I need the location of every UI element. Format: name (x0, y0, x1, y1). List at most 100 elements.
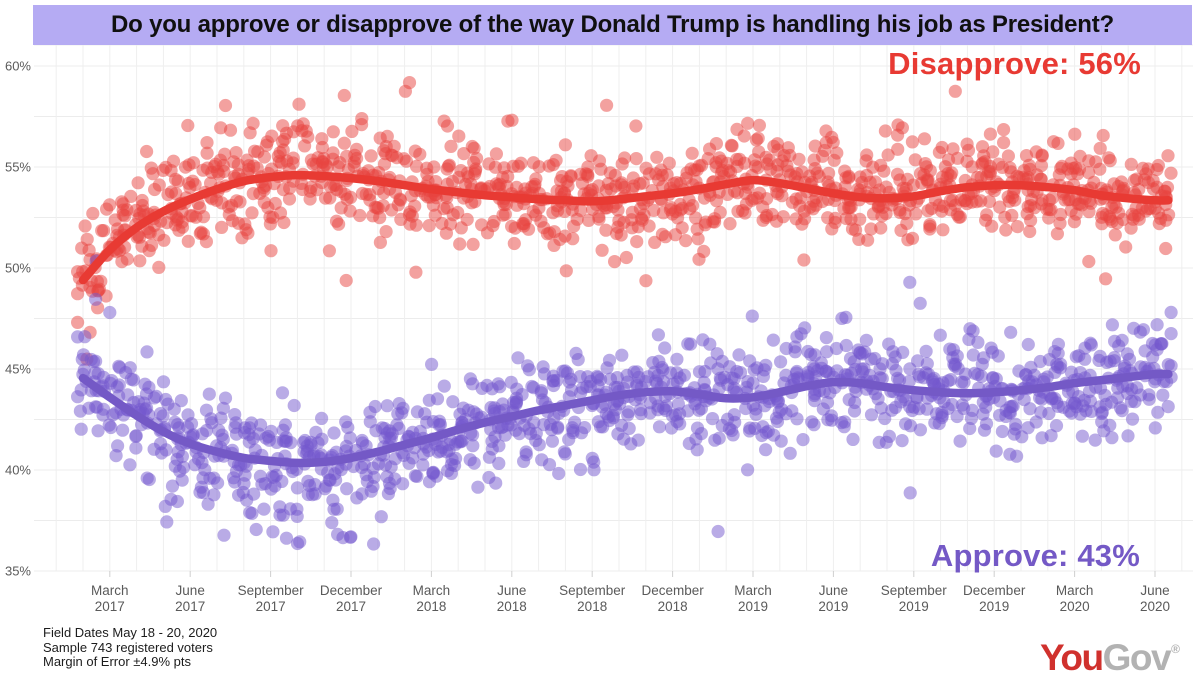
scatter-point (658, 341, 672, 355)
scatter-point (723, 217, 737, 231)
scatter-point (1075, 429, 1089, 443)
scatter-point (747, 153, 762, 167)
scatter-point (103, 376, 118, 390)
scatter-point (1054, 357, 1068, 371)
scatter-point (218, 98, 233, 113)
scatter-point (1156, 388, 1170, 402)
scatter-point (946, 142, 960, 156)
scatter-point (1001, 149, 1016, 163)
scatter-point (1004, 325, 1018, 339)
scatter-point (908, 153, 922, 167)
scatter-point (864, 222, 878, 236)
x-axis-label-year: 2018 (416, 599, 446, 614)
scatter-point (408, 469, 422, 483)
scatter-point (774, 434, 788, 448)
scatter-point (96, 408, 110, 422)
scatter-point (804, 347, 818, 361)
scatter-point (489, 476, 503, 490)
scatter-point (406, 451, 420, 465)
scatter-point (1164, 305, 1178, 319)
scatter-point (332, 217, 346, 231)
scatter-point (308, 487, 322, 501)
scatter-point (343, 530, 357, 544)
scatter-point (650, 150, 664, 164)
x-axis-label-month: June (819, 583, 848, 598)
scatter-point (366, 479, 380, 494)
scatter-point (709, 137, 724, 151)
scatter-point (756, 420, 770, 434)
x-axis-label-month: June (1140, 583, 1169, 598)
scatter-point (186, 156, 201, 170)
scatter-point (275, 474, 289, 488)
scatter-point (133, 254, 147, 268)
scatter-point (909, 207, 923, 221)
scatter-point (384, 460, 398, 474)
scatter-point (212, 423, 226, 437)
scatter-point (864, 408, 879, 422)
scatter-point (847, 404, 862, 418)
scatter-point (788, 345, 802, 359)
scatter-point (566, 232, 580, 246)
scatter-point (781, 141, 795, 155)
scatter-point (326, 125, 340, 139)
scatter-point (78, 330, 92, 344)
scatter-point (343, 431, 357, 445)
scatter-point (966, 324, 980, 338)
scatter-point (444, 466, 458, 480)
scatter-point (737, 129, 751, 143)
scatter-point (467, 141, 481, 155)
scatter-point (442, 158, 456, 172)
scatter-point (603, 372, 618, 386)
scatter-point (1093, 162, 1107, 176)
scatter-point (509, 397, 523, 411)
scatter-point (254, 418, 268, 432)
scatter-point (652, 420, 667, 434)
x-axis-label-year: 2017 (256, 599, 286, 614)
scatter-point (590, 369, 604, 383)
scatter-point (99, 289, 113, 303)
scatter-point (1035, 148, 1049, 162)
scatter-point (1161, 149, 1175, 163)
scatter-point (1161, 400, 1175, 414)
scatter-point (932, 198, 946, 212)
scatter-point (416, 458, 430, 472)
scatter-point (919, 160, 934, 174)
scatter-point (475, 381, 489, 395)
scatter-point (950, 349, 964, 363)
scatter-point (339, 273, 353, 288)
scatter-point (765, 207, 779, 222)
scatter-point (853, 212, 867, 226)
scatter-point (279, 531, 294, 545)
scatter-point (658, 230, 673, 244)
scatter-point (215, 220, 229, 234)
scatter-point (504, 375, 518, 389)
scatter-point (429, 469, 444, 483)
scatter-point (602, 353, 617, 367)
scatter-point (170, 418, 185, 432)
scatter-point (115, 255, 129, 269)
x-axis-label-month: March (1056, 583, 1094, 598)
scatter-point (363, 188, 377, 202)
scatter-point (1093, 381, 1108, 395)
scatter-point (921, 204, 935, 218)
scatter-point (1067, 215, 1081, 229)
scatter-point (759, 358, 773, 372)
scatter-point (971, 335, 985, 349)
scatter-point (102, 418, 116, 432)
scatter-point (1119, 240, 1133, 254)
scatter-point (229, 146, 243, 160)
x-axis-label-month: September (881, 583, 948, 598)
scatter-point (986, 145, 1000, 159)
scatter-point (470, 151, 484, 165)
scatter-point (960, 154, 974, 168)
scatter-point (170, 494, 184, 509)
y-axis-label: 40% (5, 463, 31, 478)
scatter-point (679, 234, 693, 248)
scatter-point (103, 305, 117, 320)
scatter-point (1021, 337, 1035, 352)
scatter-point (1024, 213, 1038, 227)
scatter-point (1115, 333, 1129, 347)
field-dates-note: Field Dates May 18 - 20, 2020 (43, 625, 218, 640)
scatter-point (1006, 399, 1020, 413)
margin-of-error-note: Margin of Error ±4.9% pts (43, 654, 192, 669)
